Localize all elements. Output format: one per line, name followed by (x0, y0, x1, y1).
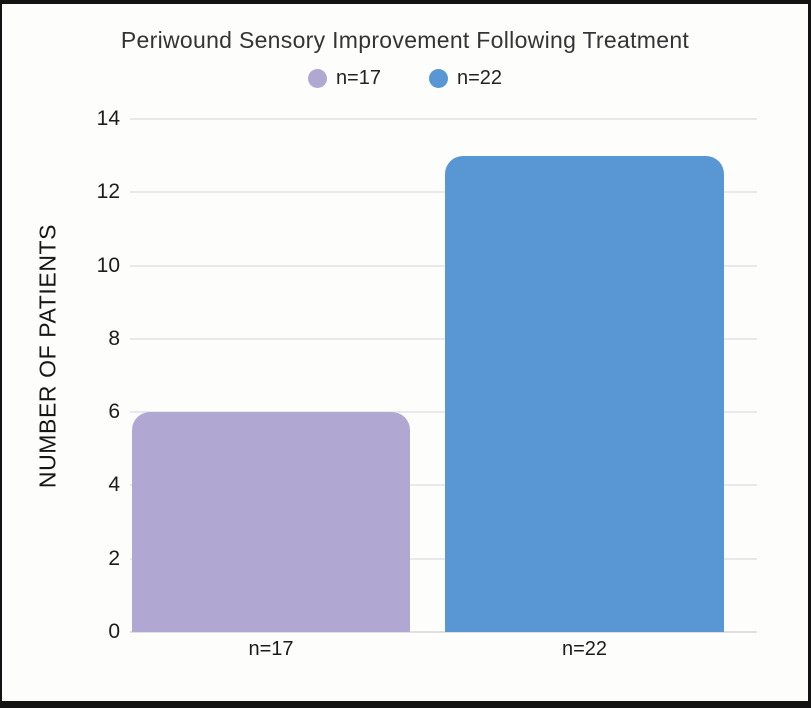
y-tick-label-14: 14 (96, 107, 120, 130)
bar-n=17 (132, 412, 410, 632)
gridline-y10 (130, 264, 757, 267)
legend: n=17 n=22 (2, 66, 808, 90)
gridline-y2 (130, 557, 757, 560)
bar-n=22 (445, 156, 724, 632)
chart-title: Periwound Sensory Improvement Following … (120, 27, 690, 53)
plot-area (127, 118, 757, 633)
y-tick-label-2: 2 (108, 546, 120, 570)
y-tick-label-10: 10 (96, 253, 120, 277)
y-tick-label-4: 4 (108, 473, 120, 497)
legend-item-n17: n=17 (307, 66, 381, 90)
legend-dot-purple-icon (307, 68, 327, 88)
legend-label-n17: n=17 (335, 66, 381, 89)
x-axis-tick-labels: n=17 n=22 (127, 638, 757, 666)
y-axis-tick-labels: 0 2 4 6 8 10 12 14 (42, 107, 120, 643)
x-tick-label-n=17: n=17 (248, 638, 294, 660)
legend-dot-blue-icon (429, 68, 448, 88)
y-tick-label-0: 0 (108, 620, 120, 643)
gridline-y4 (130, 484, 757, 487)
gridline-y6 (130, 411, 757, 414)
gridline-y14 (130, 118, 757, 120)
gridline-y12 (130, 191, 757, 194)
y-tick-label-8: 8 (108, 326, 120, 350)
legend-item-n22: n=22 (429, 67, 502, 90)
legend-label-n22: n=22 (457, 66, 503, 89)
y-tick-label-6: 6 (108, 400, 120, 424)
x-tick-label-n=22: n=22 (561, 638, 608, 660)
y-tick-label-12: 12 (96, 180, 120, 204)
gridline-y8 (130, 337, 757, 340)
gridline-y0 (130, 631, 757, 633)
